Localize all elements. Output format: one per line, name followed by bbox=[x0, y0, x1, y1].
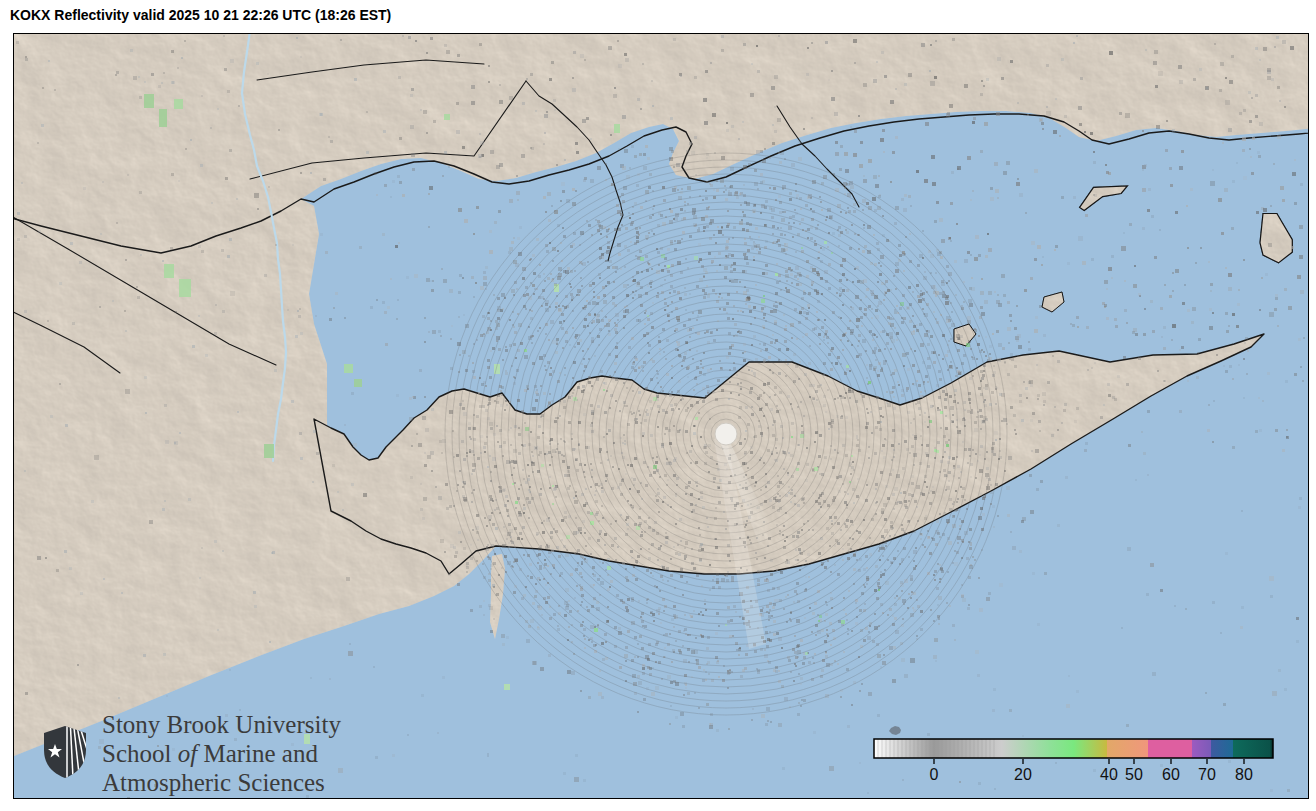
svg-text:70: 70 bbox=[1198, 766, 1216, 783]
svg-text:80: 80 bbox=[1235, 766, 1253, 783]
svg-text:50: 50 bbox=[1125, 766, 1143, 783]
svg-text:0: 0 bbox=[930, 766, 939, 783]
svg-text:40: 40 bbox=[1100, 766, 1118, 783]
svg-text:20: 20 bbox=[1014, 766, 1032, 783]
svg-text:60: 60 bbox=[1162, 766, 1180, 783]
